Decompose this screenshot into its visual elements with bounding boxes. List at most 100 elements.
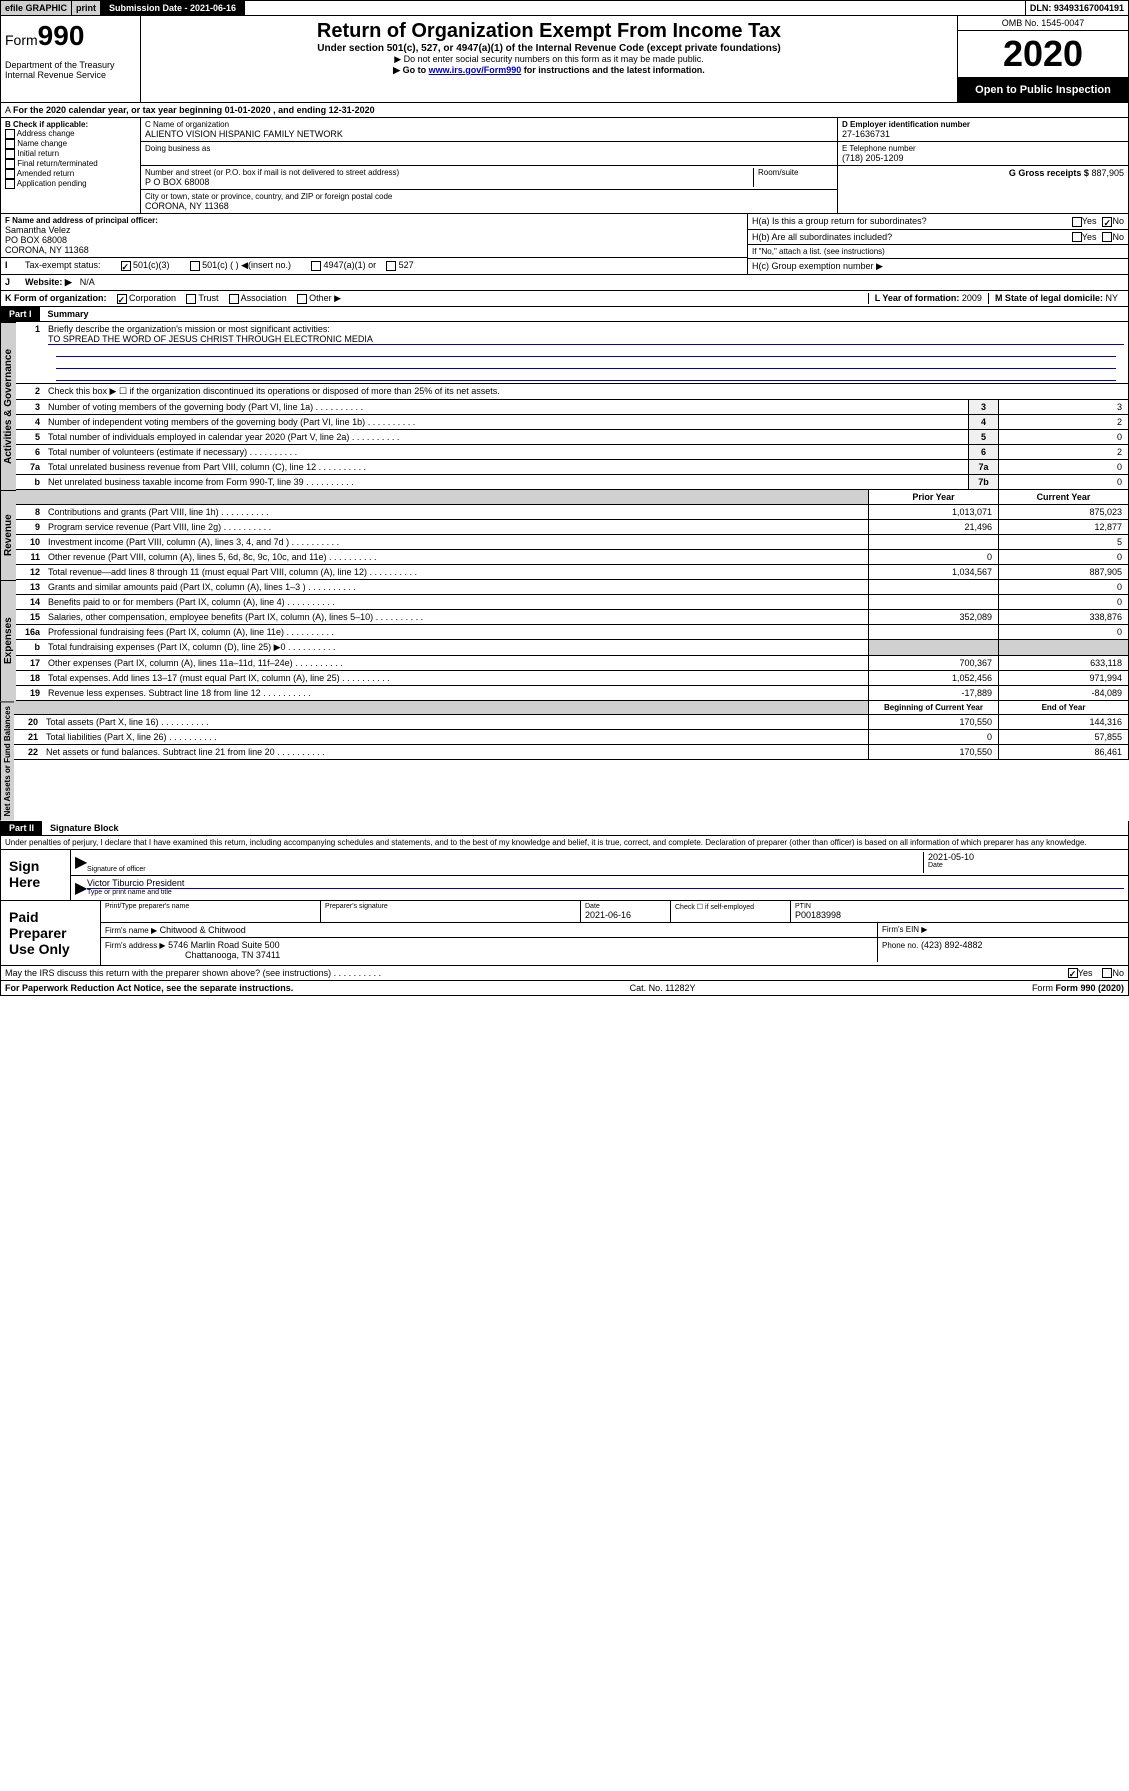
ha-label: H(a) Is this a group return for subordin… <box>752 216 1072 226</box>
cb-corp[interactable]: Corporation <box>117 293 177 304</box>
cb-amended[interactable]: Amended return <box>5 169 136 179</box>
line-text: Program service revenue (Part VIII, line… <box>44 520 868 534</box>
line1-label: Briefly describe the organization's miss… <box>48 324 1124 334</box>
street-address: P O BOX 68008 <box>145 177 753 187</box>
prep-date: 2021-06-16 <box>585 910 666 920</box>
efile-link[interactable]: efile GRAPHIC <box>1 1 72 15</box>
prior-val: -17,889 <box>868 686 998 700</box>
prep-name-label: Print/Type preparer's name <box>101 901 321 922</box>
tax-year: 2020 <box>958 31 1128 78</box>
cb-other[interactable]: Other ▶ <box>297 293 341 304</box>
end-year-header: End of Year <box>998 701 1128 714</box>
line-val: 0 <box>998 430 1128 444</box>
year-formation: 2009 <box>962 293 982 303</box>
curr-val: 875,023 <box>998 505 1128 519</box>
city-label: City or town, state or province, country… <box>145 192 833 201</box>
ha-no[interactable]: No <box>1102 216 1124 227</box>
curr-val: 144,316 <box>998 715 1128 729</box>
curr-val <box>998 640 1128 655</box>
date-label: Date <box>928 862 1124 869</box>
firm-phone: (423) 892-4882 <box>921 940 983 950</box>
line-text: Grants and similar amounts paid (Part IX… <box>44 580 868 594</box>
line-j: J Website: ▶ N/A <box>0 275 1129 291</box>
line-text: Other expenses (Part IX, column (A), lin… <box>44 656 868 670</box>
hb-yes[interactable]: Yes <box>1072 232 1097 243</box>
prior-val: 1,052,456 <box>868 671 998 685</box>
line-text: Total assets (Part X, line 16) <box>42 715 868 729</box>
line-text: Number of independent voting members of … <box>44 415 968 429</box>
print-link[interactable]: print <box>72 1 101 15</box>
discuss-row: May the IRS discuss this return with the… <box>0 966 1129 982</box>
line-val: 0 <box>998 460 1128 474</box>
mission: TO SPREAD THE WORD OF JESUS CHRIST THROU… <box>48 334 1124 345</box>
arrow-icon: ▶ <box>75 852 87 873</box>
sig-officer-label: Signature of officer <box>87 866 923 873</box>
firm-addr2: Chattanooga, TN 37411 <box>105 950 873 960</box>
firm-ein-label: Firm's EIN ▶ <box>878 923 1128 937</box>
cb-501c[interactable]: 501(c) ( ) ◀(insert no.) <box>190 260 291 271</box>
hb-no[interactable]: No <box>1102 232 1124 243</box>
line-box: 4 <box>968 415 998 429</box>
line2: Check this box ▶ ☐ if the organization d… <box>44 384 1128 399</box>
state-domicile: NY <box>1105 293 1118 303</box>
top-bar: efile GRAPHIC print Submission Date - 20… <box>0 0 1129 16</box>
prior-val: 352,089 <box>868 610 998 624</box>
section-b-header: B Check if applicable: <box>5 120 136 129</box>
ptin: P00183998 <box>795 910 1124 920</box>
discuss-no[interactable]: No <box>1102 968 1124 979</box>
prior-val <box>868 595 998 609</box>
discuss-yes[interactable]: Yes <box>1068 968 1093 979</box>
part2-header: Part II Signature Block <box>0 821 1129 836</box>
irs-link[interactable]: www.irs.gov/Form990 <box>429 65 522 75</box>
prep-sig-label: Preparer's signature <box>321 901 581 922</box>
hb-note: If "No," attach a list. (see instruction… <box>748 245 1128 259</box>
cb-assoc[interactable]: Association <box>229 293 287 304</box>
room-label: Room/suite <box>753 168 833 187</box>
firm-name: Chitwood & Chitwood <box>160 925 246 935</box>
form-label: Form <box>5 32 38 48</box>
footer: For Paperwork Reduction Act Notice, see … <box>0 981 1129 996</box>
line-val: 2 <box>998 445 1128 459</box>
curr-val: -84,089 <box>998 686 1128 700</box>
cb-501c3[interactable]: 501(c)(3) <box>121 260 170 271</box>
prior-val: 170,550 <box>868 715 998 729</box>
line-text: Net assets or fund balances. Subtract li… <box>42 745 868 759</box>
cb-address-change[interactable]: Address change <box>5 129 136 139</box>
paid-preparer-section: Paid Preparer Use Only Print/Type prepar… <box>0 901 1129 966</box>
city-state-zip: CORONA, NY 11368 <box>145 201 833 211</box>
ha-yes[interactable]: Yes <box>1072 216 1097 227</box>
paid-preparer-label: Paid Preparer Use Only <box>1 901 101 965</box>
prior-val: 170,550 <box>868 745 998 759</box>
curr-val: 0 <box>998 580 1128 594</box>
line-box: 7b <box>968 475 998 489</box>
cb-final-return[interactable]: Final return/terminated <box>5 159 136 169</box>
line-box: 5 <box>968 430 998 444</box>
self-employed-check[interactable]: Check ☐ if self-employed <box>671 901 791 922</box>
phone: (718) 205-1209 <box>842 153 1124 163</box>
type-name-label: Type or print name and title <box>87 889 1124 896</box>
line-text: Investment income (Part VIII, column (A)… <box>44 535 868 549</box>
line-val: 2 <box>998 415 1128 429</box>
line-text: Number of voting members of the governin… <box>44 400 968 414</box>
hb-label: H(b) Are all subordinates included? <box>752 232 1072 242</box>
curr-val: 0 <box>998 595 1128 609</box>
cb-initial-return[interactable]: Initial return <box>5 149 136 159</box>
officer-label: F Name and address of principal officer: <box>5 216 743 225</box>
curr-val: 971,994 <box>998 671 1128 685</box>
cb-trust[interactable]: Trust <box>186 293 219 304</box>
prior-val <box>868 535 998 549</box>
cat-no: Cat. No. 11282Y <box>630 983 696 993</box>
officer-typed-name: Victor Tiburcio President <box>87 878 1124 889</box>
prior-val: 700,367 <box>868 656 998 670</box>
cb-4947[interactable]: 4947(a)(1) or <box>311 260 376 271</box>
cb-name-change[interactable]: Name change <box>5 139 136 149</box>
gross-label: G Gross receipts $ <box>1009 168 1089 178</box>
prior-val <box>868 625 998 639</box>
form-header: Form990 Department of the Treasury Inter… <box>0 16 1129 103</box>
cb-application-pending[interactable]: Application pending <box>5 179 136 189</box>
cb-527[interactable]: 527 <box>386 260 414 271</box>
line-text: Total expenses. Add lines 13–17 (must eq… <box>44 671 868 685</box>
dba-label: Doing business as <box>145 144 833 153</box>
current-year-header: Current Year <box>998 490 1128 504</box>
omb-number: OMB No. 1545-0047 <box>958 16 1128 31</box>
